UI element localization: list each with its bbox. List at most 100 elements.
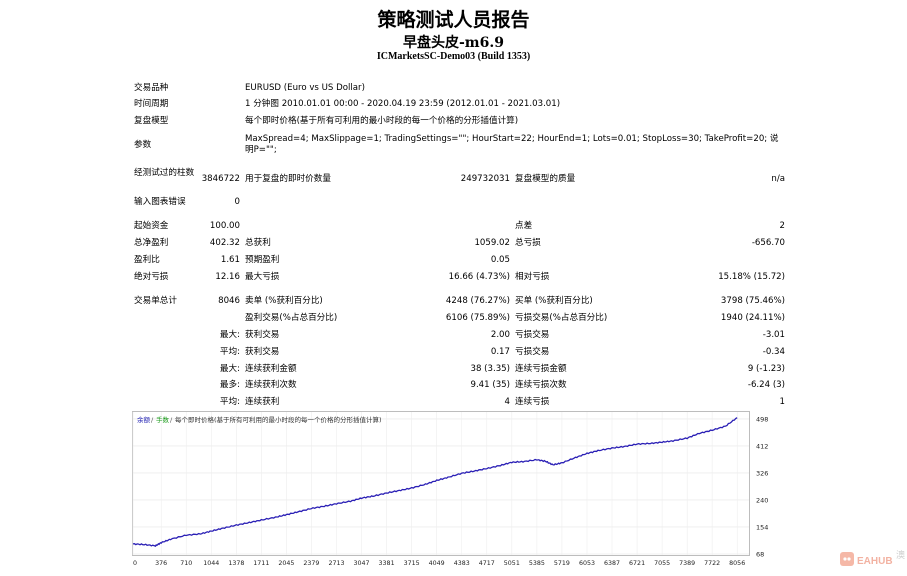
x-tick-label-14: 4717 (479, 560, 495, 567)
x-tick-label-6: 2045 (278, 560, 294, 567)
x-tick-label-11: 3715 (404, 560, 420, 567)
absolute-drawdown-label: 绝对亏损 (134, 272, 169, 282)
max-consecutive-losses-value: 9 (-1.23) (747, 364, 785, 374)
avg-prefix: 平均: (219, 397, 240, 407)
profit-factor-value: 1.61 (220, 255, 240, 265)
profit-trades-value: 6106 (75.89%) (445, 313, 510, 323)
largest-loss-label: 亏损交易 (515, 330, 550, 340)
x-tick-label-18: 6053 (579, 560, 595, 567)
params-value: MaxSpread=4; MaxSlippage=1; TradingSetti… (245, 134, 779, 155)
y-tick-label-5: 498 (756, 415, 768, 423)
bars-label: 经测试过的柱数 (134, 168, 195, 178)
absolute-drawdown-value: 12.16 (215, 272, 240, 282)
average-profit-value: 0.17 (490, 347, 510, 357)
spread-label: 点差 (515, 221, 533, 231)
short-positions-label: 卖单 (%获利百分比) (245, 296, 323, 306)
max-consecutive-wins-value: 38 (3.35) (470, 364, 510, 374)
legend-balance: 余额 (137, 415, 151, 424)
largest-profit-label: 获利交易 (245, 330, 280, 340)
gross-profit-value: 1059.02 (474, 238, 510, 248)
y-axis-ticks: 68 154 240 326 412 498 (756, 415, 768, 558)
largest-profit-value: 2.00 (490, 330, 510, 340)
average-consecutive-wins-value: 4 (504, 397, 510, 407)
x-tick-label-10: 3381 (379, 560, 395, 567)
gross-loss-label: 总亏损 (515, 238, 541, 248)
bars-value: 3846722 (201, 174, 240, 184)
deposit-value: 100.00 (209, 221, 240, 231)
x-tick-label-15: 5051 (504, 560, 520, 567)
chart-legend: 余额 / 手数 / 每个即时价格(基于所有可利用的最小时段的每一个价格的分形插值… (137, 415, 382, 424)
max-drawdown-value: 16.66 (4.73%) (448, 272, 510, 282)
eahub-logo: EAHUB 澳 (840, 549, 905, 567)
average-consecutive-wins-label: 连续获利 (245, 397, 280, 407)
eahub-logo-text: EAHUB (857, 556, 893, 567)
y-tick-label-0: 68 (756, 551, 764, 559)
quality-value: n/a (771, 174, 785, 184)
y-tick-label-1: 154 (756, 523, 768, 531)
max-drawdown-label: 最大亏损 (245, 272, 280, 282)
average-profit-label: 获利交易 (245, 347, 280, 357)
relative-drawdown-label: 相对亏损 (515, 272, 550, 282)
y-tick-label-2: 240 (756, 496, 768, 504)
profit-trades-label: 盈利交易(%占总百分比) (245, 313, 338, 323)
short-positions-value: 4248 (76.27%) (445, 296, 510, 306)
x-tick-label-5: 1711 (253, 560, 269, 567)
eahub-logo-icon (840, 552, 854, 566)
errors-value: 0 (234, 197, 240, 207)
x-tick-label-12: 4049 (429, 560, 445, 567)
balance-chart-svg: 余额 / 手数 / 每个即时价格(基于所有可利用的最小时段的每一个价格的分形插值… (132, 411, 768, 567)
largest-prefix: 最大: (219, 330, 240, 340)
x-tick-label-21: 7055 (654, 560, 670, 567)
x-tick-label-17: 5719 (554, 560, 570, 567)
x-tick-label-1: 376 (155, 560, 167, 567)
x-tick-label-20: 6721 (629, 560, 645, 567)
model-label: 复盘模型 (134, 116, 169, 126)
symbol-label: 交易品种 (134, 83, 169, 93)
balance-series-line (132, 417, 738, 548)
most-consecutive-loss-value: -6.24 (3) (747, 380, 785, 390)
x-tick-label-22: 7389 (679, 560, 695, 567)
spread-value: 2 (779, 221, 785, 231)
x-tick-label-19: 6387 (604, 560, 620, 567)
x-tick-label-0: 0 (133, 560, 137, 567)
most-prefix: 最多: (219, 380, 240, 390)
average-consecutive-losses-value: 1 (779, 397, 785, 407)
quality-label: 复盘模型的质量 (515, 174, 576, 184)
x-tick-label-2: 710 (180, 560, 192, 567)
watermark-side-text: 澳 (896, 549, 905, 561)
legend-lots: 手数 (156, 415, 170, 424)
max-consecutive-wins-label: 连续获利金额 (245, 364, 297, 374)
period-label: 时间周期 (134, 99, 169, 109)
x-tick-label-8: 2713 (328, 560, 344, 567)
errors-label: 输入图表错误 (134, 197, 186, 207)
svg-text:/: / (170, 416, 173, 424)
balance-chart: 余额 / 手数 / 每个即时价格(基于所有可利用的最小时段的每一个价格的分形插值… (132, 411, 772, 569)
plot-frame (132, 411, 750, 556)
x-tick-label-23: 7722 (704, 560, 720, 567)
profit-factor-label: 盈利比 (134, 255, 160, 265)
loss-trades-label: 亏损交易(%占总百分比) (515, 313, 608, 323)
x-tick-label-3: 1044 (203, 560, 219, 567)
params-label: 参数 (134, 140, 152, 150)
expected-payoff-label: 预期盈利 (245, 255, 280, 265)
symbol-value: EURUSD (Euro vs US Dollar) (245, 83, 365, 93)
x-axis-ticks: 0 376 710 1044 1378 1711 2045 2379 2713 3047 3381 3… (133, 560, 745, 567)
net-profit-value: 402.32 (209, 238, 240, 248)
x-tick-label-16: 5385 (529, 560, 545, 567)
legend-model: 每个即时价格(基于所有可利用的最小时段的每一个价格的分形插值计算) (175, 415, 382, 424)
server-name: ICMarketsSC-Demo03 (Build 1353) (376, 51, 531, 62)
max-prefix: 最大: (219, 364, 240, 374)
expert-name: 早盘头皮-m6.9 (403, 35, 504, 51)
svg-text:/: / (151, 416, 154, 424)
gross-loss-value: -656.70 (751, 238, 785, 248)
model-value: 每个即时价格(基于所有可利用的最小时段的每一个价格的分形插值计算) (245, 116, 519, 126)
x-tick-label-13: 4383 (454, 560, 470, 567)
average-loss-value: -0.34 (762, 347, 785, 357)
most-consecutive-profit-value: 9.41 (35) (470, 380, 510, 390)
gross-profit-label: 总获利 (245, 238, 271, 248)
largest-loss-value: -3.01 (762, 330, 785, 340)
y-tick-label-3: 326 (756, 469, 768, 477)
average-prefix: 平均: (219, 347, 240, 357)
y-tick-label-4: 412 (756, 442, 768, 450)
ticks-label: 用于复盘的即时价数量 (245, 174, 331, 184)
